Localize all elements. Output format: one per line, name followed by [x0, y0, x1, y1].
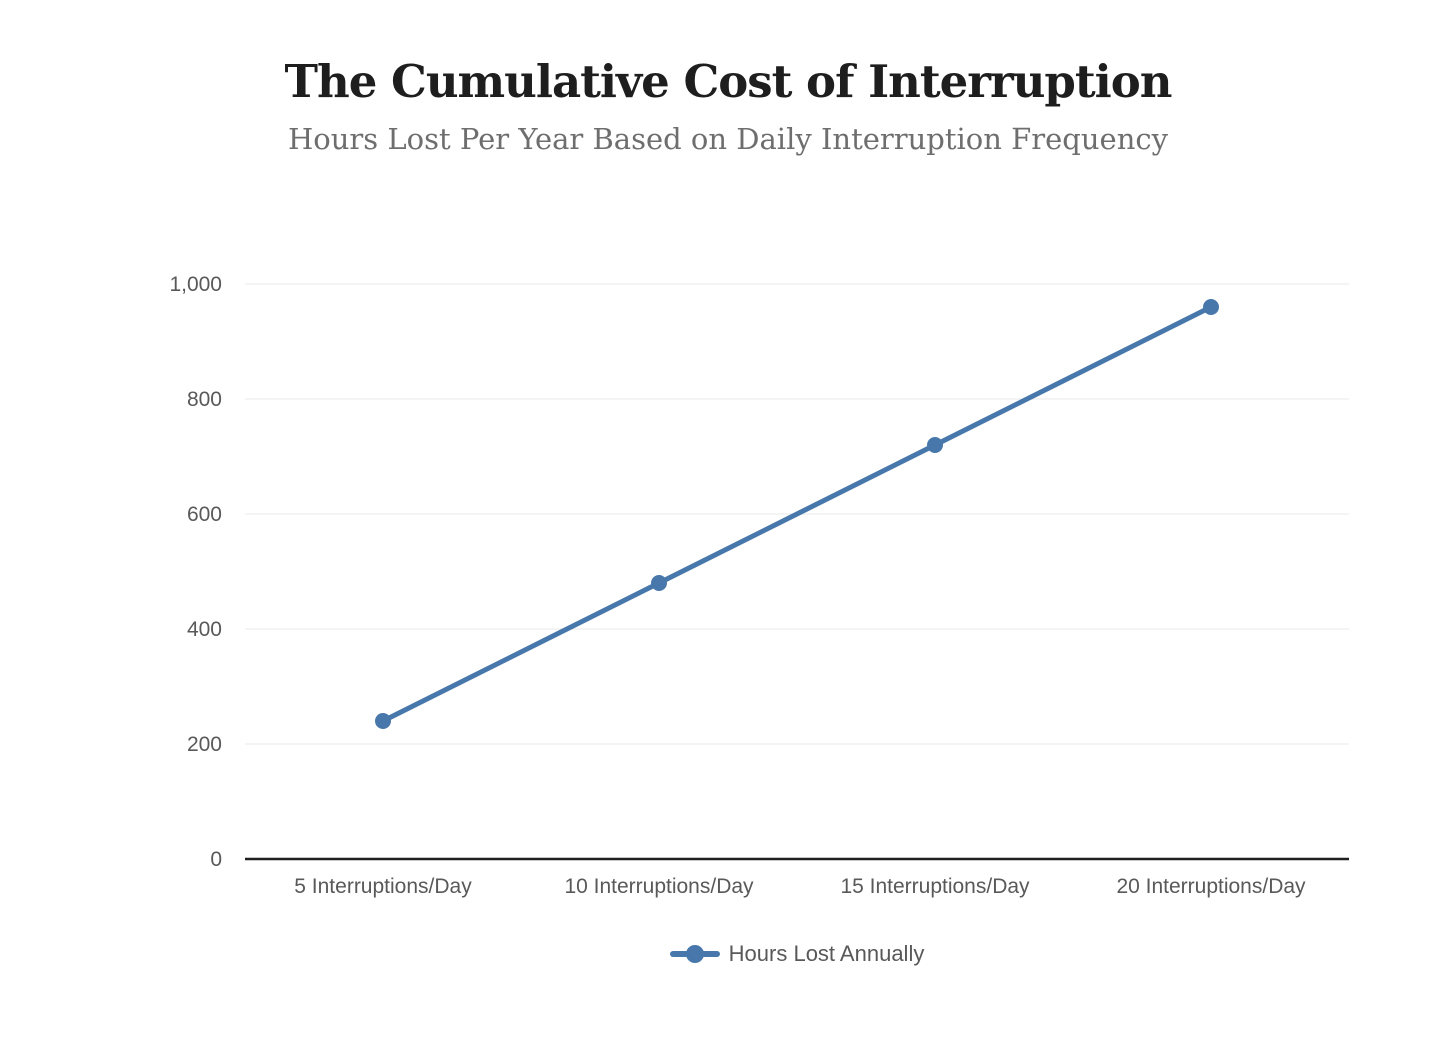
legend: Hours Lost Annually [245, 937, 1349, 971]
data-point-marker [927, 437, 943, 453]
legend-dot-icon [685, 945, 704, 963]
y-tick-label: 200 [187, 733, 222, 756]
data-point-marker [651, 575, 667, 591]
x-tick-label: 15 Interruptions/Day [840, 875, 1030, 898]
legend-label: Hours Lost Annually [728, 941, 925, 966]
y-tick-label: 400 [187, 618, 222, 641]
y-tick-label: 800 [187, 388, 222, 411]
x-tick-label: 5 Interruptions/Day [294, 875, 472, 898]
chart-subtitle: Hours Lost Per Year Based on Daily Inter… [288, 122, 1168, 156]
data-point-marker [375, 713, 391, 729]
data-point-marker [1203, 299, 1219, 315]
x-tick-label: 20 Interruptions/Day [1116, 875, 1306, 898]
chart-title: The Cumulative Cost of Interruption [284, 55, 1173, 108]
y-tick-label: 1,000 [169, 273, 222, 296]
y-tick-label: 600 [187, 503, 222, 526]
y-tick-label: 0 [210, 848, 222, 871]
series-line [380, 304, 1214, 724]
legend-line-marker-icon [669, 945, 720, 963]
x-tick-label: 10 Interruptions/Day [564, 875, 754, 898]
